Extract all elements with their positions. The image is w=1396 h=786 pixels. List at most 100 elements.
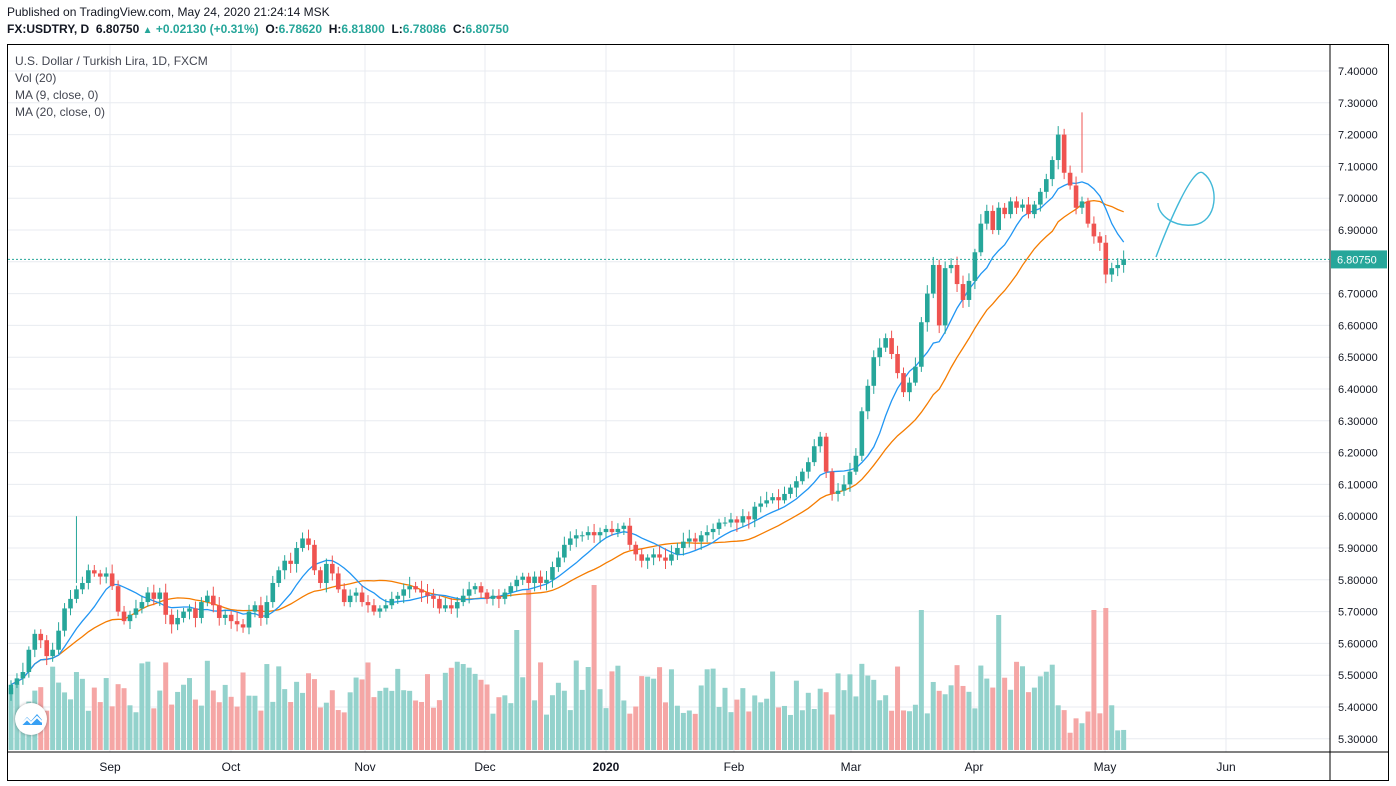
volume-bar (936, 690, 942, 750)
candle-body (460, 595, 466, 603)
candle-body (97, 573, 103, 577)
volume-bar (811, 709, 817, 750)
candle-body (1008, 201, 1013, 215)
volume-bar (151, 708, 157, 750)
y-tick-label: 7.20000 (1338, 130, 1378, 142)
candle-body (312, 544, 317, 571)
candle-body (341, 589, 347, 603)
candle-body (829, 471, 835, 494)
volume-bar (62, 692, 68, 750)
volume-bar (1079, 723, 1085, 750)
volume-bar (704, 669, 710, 750)
volume-bar (228, 696, 234, 750)
volume-bar (639, 676, 645, 750)
volume-bar (1085, 711, 1091, 750)
candle-body (1061, 134, 1067, 173)
volume-bar (234, 706, 240, 750)
candle-body (330, 563, 335, 574)
high-label: H: (328, 22, 342, 36)
x-tick-label: May (1094, 760, 1117, 774)
chart-frame[interactable]: 7.40000 7.30000 7.20000 7.10000 7.00000 6.900… (7, 44, 1389, 781)
candle-body (395, 595, 401, 599)
volume-bar (895, 666, 901, 750)
candle-body (1067, 172, 1073, 186)
volume-bar (121, 688, 127, 750)
candle-body (901, 373, 906, 393)
volume-bar (520, 677, 526, 750)
candle-body (532, 576, 537, 583)
candle-body (657, 554, 662, 558)
candle-body (526, 576, 531, 583)
volume-bar (1008, 689, 1014, 750)
candle-body (520, 576, 525, 580)
volume-bar (169, 704, 175, 750)
candle-body (1026, 204, 1031, 215)
candle-body (954, 264, 960, 285)
y-tick-label: 7.30000 (1338, 98, 1378, 110)
candle-body (1002, 207, 1007, 215)
volume-bar (1025, 692, 1031, 750)
volume-bar (1109, 705, 1115, 750)
x-tick-label: Jun (1216, 760, 1235, 774)
x-tick-label: Sep (99, 760, 121, 774)
candle-body (86, 570, 91, 583)
volume-bar (139, 663, 145, 750)
candle-body (871, 357, 877, 386)
volume-bar (906, 711, 912, 750)
candle-body (764, 500, 769, 504)
price-chart[interactable]: 7.40000 7.30000 7.20000 7.10000 7.00000 6.900… (8, 45, 1388, 780)
x-tick-label: Feb (724, 760, 745, 774)
candle-body (306, 538, 311, 545)
volume-bar (853, 696, 859, 750)
candle-body (276, 570, 282, 583)
candle-body (782, 493, 787, 501)
candle-body (722, 522, 728, 524)
volume-bar (288, 702, 294, 750)
volume-bar (782, 705, 787, 750)
volume-bar (181, 684, 187, 750)
candle-body (907, 382, 912, 393)
volume-bar (680, 712, 686, 750)
candle-body (181, 611, 186, 618)
close-label: C: (452, 22, 466, 36)
y-tick-label: 6.90000 (1338, 225, 1378, 237)
volume-bar (401, 690, 407, 750)
tradingview-logo-icon[interactable] (15, 703, 47, 735)
volume-bar (591, 585, 597, 750)
candle-body (681, 541, 686, 548)
y-tick-label: 7.40000 (1338, 66, 1378, 78)
legend-volume: Vol (20) (15, 71, 57, 85)
candle-body (1044, 179, 1049, 192)
volume-bar (972, 708, 978, 750)
volume-bar (187, 678, 192, 750)
volume-bar (901, 710, 906, 750)
volume-bar (103, 678, 109, 750)
volume-bar (847, 674, 853, 750)
quote-line: FX:USDTRY, D 6.80750 ▲ +0.02130 (+0.31%)… (7, 22, 509, 36)
candle-body (1020, 204, 1025, 208)
y-tick-label: 6.00000 (1338, 511, 1378, 523)
volume-bar (371, 697, 377, 750)
candle-body (222, 614, 228, 618)
chart-legend: U.S. Dollar / Turkish Lira, 1D, FXCM Vol… (15, 53, 208, 121)
candle-body (930, 264, 936, 294)
volume-bar (1002, 677, 1008, 750)
candle-body (895, 354, 900, 374)
volume-bar (383, 687, 389, 750)
candle-body (556, 557, 561, 568)
volume-bar (615, 665, 621, 750)
volume-bar (496, 697, 502, 750)
volume-bar (109, 706, 115, 750)
x-tick-label: Mar (841, 760, 862, 774)
candle-body (32, 633, 38, 650)
volume-bar (240, 672, 246, 750)
volume-bar (609, 671, 615, 750)
candle-body (115, 586, 121, 612)
volume-bar (413, 700, 419, 750)
volume-bar (460, 664, 466, 750)
candle-body (865, 385, 871, 412)
candle-body (704, 532, 710, 536)
volume-bar (579, 689, 585, 750)
candle-body (1121, 259, 1126, 265)
candle-body (788, 487, 793, 494)
